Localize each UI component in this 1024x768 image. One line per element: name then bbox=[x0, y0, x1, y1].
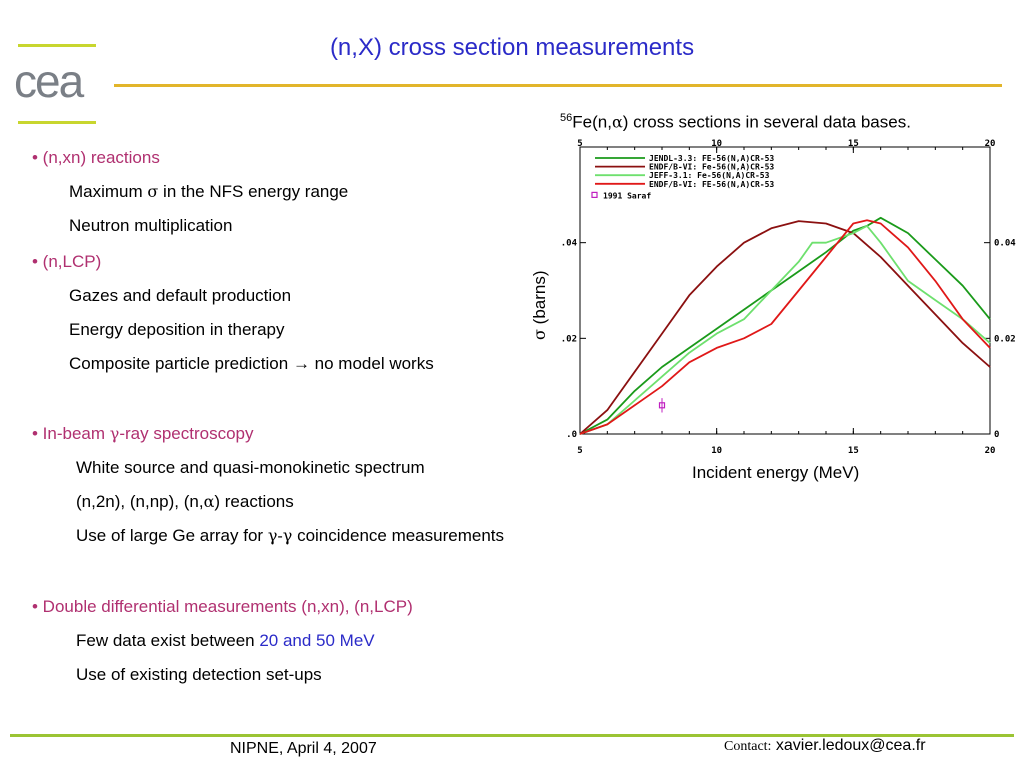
chart-caption: 56Fe(n,α) cross sections in several data… bbox=[560, 112, 911, 133]
y-tick-label-left: .02 bbox=[561, 334, 577, 344]
bullet-nlcp: • (n,LCP) bbox=[32, 252, 102, 271]
data-point-saraf bbox=[658, 402, 666, 409]
sub-energy-deposition: Energy deposition in therapy bbox=[69, 320, 285, 339]
sub-composite-particle: Composite particle prediction → no model… bbox=[69, 354, 434, 373]
sub-text: Maximum bbox=[69, 182, 148, 201]
legend-entry-1: ENDF/B-VI: Fe-56(N,A)CR-53 bbox=[649, 163, 774, 172]
sub-few-data: Few data exist between 20 and 50 MeV bbox=[76, 631, 375, 651]
sub-existing-setups: Use of existing detection set-ups bbox=[76, 665, 322, 684]
footer-event: NIPNE, April 4, 2007 bbox=[230, 740, 377, 757]
x-tick-label-top: 20 bbox=[985, 139, 996, 149]
legend-entry-point: 1991 Saraf bbox=[603, 191, 651, 200]
series-line-0 bbox=[579, 216, 991, 435]
bullet-text: -ray spectroscopy bbox=[119, 424, 254, 443]
y-tick-label-left: .0 bbox=[566, 430, 577, 440]
x-tick-label-bottom: 5 bbox=[577, 446, 582, 456]
bullet-double-differential: • Double differential measurements (n,xn… bbox=[32, 597, 413, 616]
sub-text: ) reactions bbox=[214, 492, 294, 511]
sub-text: in the NFS energy range bbox=[158, 182, 349, 201]
ylabel-text: (barns) bbox=[530, 270, 549, 325]
footer-rule bbox=[10, 734, 1014, 737]
energy-range-highlight: 20 and 50 MeV bbox=[259, 631, 375, 650]
y-tick-label-right: 0 bbox=[994, 430, 999, 440]
sub-text: coincidence measurements bbox=[292, 526, 505, 545]
bullet-in-beam-spectroscopy: • In-beam γ-ray spectroscopy bbox=[32, 424, 254, 444]
legend-entry-3: ENDF/B-VI: FE-56(N,A)CR-53 bbox=[649, 180, 774, 189]
series-line-1 bbox=[579, 220, 991, 435]
title-rule bbox=[114, 84, 1002, 87]
logo-bar-top bbox=[18, 44, 96, 47]
contact-label: Contact: bbox=[724, 739, 772, 754]
page-title: (n,X) cross section measurements bbox=[329, 34, 695, 61]
footer-contact: Contact: xavier.ledoux@cea.fr bbox=[724, 737, 926, 755]
legend-entry-2: JEFF-3.1: Fe-56(N,A)CR-53 bbox=[649, 171, 770, 180]
legend-marker-point bbox=[591, 191, 598, 198]
gamma-symbol: γ bbox=[109, 424, 120, 443]
x-tick-label-bottom: 10 bbox=[711, 446, 722, 456]
chart-x-axis-label: Incident energy (MeV) bbox=[692, 463, 860, 482]
plot-frame bbox=[579, 146, 991, 435]
cea-logo: cea bbox=[14, 55, 84, 107]
alpha-symbol: α bbox=[203, 492, 215, 511]
sub-text: (n,2n), (n,np), (n, bbox=[76, 492, 204, 511]
isotope-mass-number: 56 bbox=[560, 112, 573, 124]
sub-gazes: Gazes and default production bbox=[69, 286, 292, 305]
y-tick-label-left: .04 bbox=[561, 239, 578, 249]
sub-text: Few data exist between bbox=[76, 631, 260, 650]
contact-email: xavier.ledoux@cea.fr bbox=[775, 737, 926, 754]
sub-maximum-sigma: Maximum σ in the NFS energy range bbox=[69, 182, 348, 202]
gamma-gamma-symbol: γ-γ bbox=[267, 526, 293, 545]
x-tick-label-top: 5 bbox=[577, 139, 582, 149]
logo-bar-bottom bbox=[18, 121, 96, 124]
x-tick-label-top: 10 bbox=[711, 139, 722, 149]
sigma-symbol: σ bbox=[147, 182, 159, 201]
y-tick-label-right: 0.04 bbox=[994, 239, 1016, 249]
x-tick-label-bottom: 15 bbox=[848, 446, 859, 456]
sub-neutron-multiplication: Neutron multiplication bbox=[69, 216, 233, 235]
y-tick-label-right: 0.02 bbox=[994, 334, 1016, 344]
x-tick-label-top: 15 bbox=[848, 139, 859, 149]
series-line-3 bbox=[579, 219, 991, 435]
alpha-symbol: α bbox=[611, 112, 623, 132]
legend-entry-0: JENDL-3.3: FE-56(N,A)CR-53 bbox=[649, 154, 774, 163]
sub-ge-array: Use of large Ge array for γ-γ coincidenc… bbox=[76, 526, 504, 546]
series-line-2 bbox=[579, 225, 991, 435]
caption-text: ) cross sections in several data bases. bbox=[622, 112, 911, 132]
x-tick-label-bottom: 20 bbox=[985, 446, 996, 456]
bullet-text: • In-beam bbox=[32, 424, 110, 443]
sub-white-source: White source and quasi-monokinetic spect… bbox=[76, 458, 425, 477]
sigma-symbol: σ bbox=[530, 329, 549, 340]
sub-reactions: (n,2n), (n,np), (n,α) reactions bbox=[76, 492, 294, 512]
sub-text: Use of large Ge array for bbox=[76, 526, 268, 545]
bullet-nxn-reactions: • (n,xn) reactions bbox=[32, 148, 160, 167]
chart-y-axis-label: σ (barns) bbox=[530, 270, 550, 340]
caption-text: Fe(n, bbox=[572, 112, 612, 132]
